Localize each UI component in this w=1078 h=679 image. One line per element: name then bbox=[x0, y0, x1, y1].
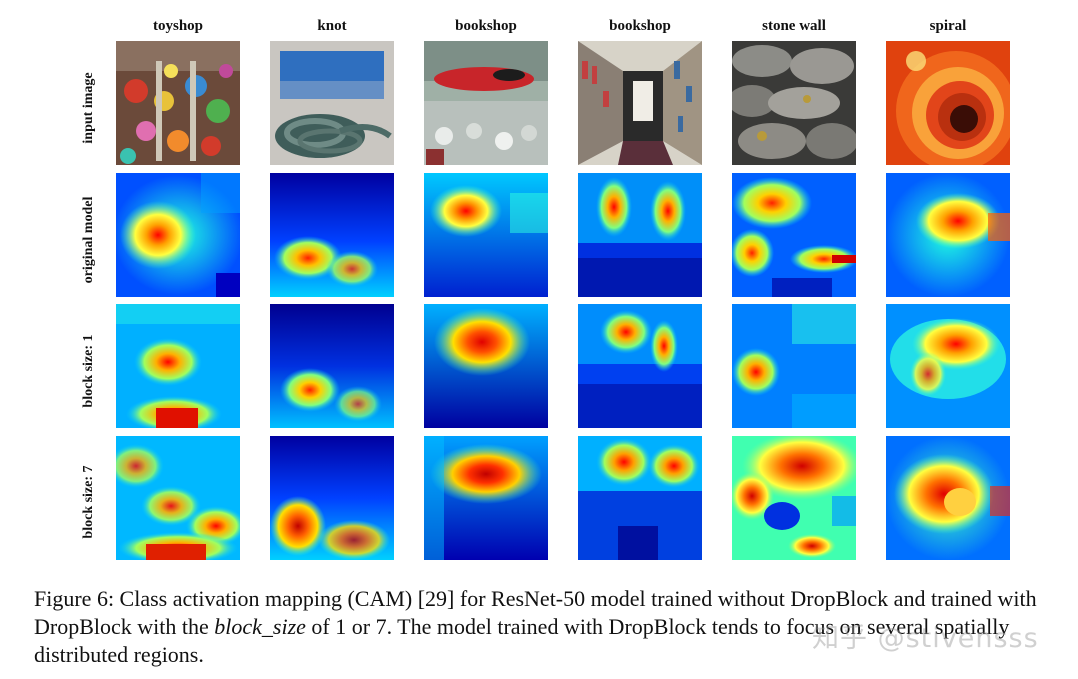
cam-block-size-7-bookshop-1 bbox=[424, 436, 548, 560]
input-image-bookshop-1 bbox=[424, 41, 548, 165]
input-image-spiral bbox=[886, 41, 1010, 165]
row-label-block-size-1: block size: 1 bbox=[81, 334, 96, 408]
input-image-knot bbox=[270, 41, 394, 165]
row-label-original-model: original model bbox=[81, 196, 96, 284]
input-image-toyshop bbox=[116, 41, 240, 165]
cam-block-size-7-toyshop bbox=[116, 436, 240, 560]
cam-original-model-bookshop-2 bbox=[578, 173, 702, 297]
row-label-input-image: input image bbox=[81, 72, 96, 144]
input-image-bookshop-2 bbox=[578, 41, 702, 165]
row-label-block-size-7: block size: 7 bbox=[81, 465, 96, 539]
column-title-bookshop-1: bookshop bbox=[455, 18, 517, 34]
cam-block-size-1-spiral bbox=[886, 304, 1010, 428]
cam-original-model-spiral bbox=[886, 173, 1010, 297]
cam-original-model-toyshop bbox=[116, 173, 240, 297]
column-title-toyshop: toyshop bbox=[152, 18, 204, 34]
cam-block-size-7-bookshop-2 bbox=[578, 436, 702, 560]
cam-block-size-1-bookshop-1 bbox=[424, 304, 548, 428]
cam-block-size-1-bookshop-2 bbox=[578, 304, 702, 428]
cam-block-size-1-stone-wall bbox=[732, 304, 856, 428]
column-title-bookshop-2: bookshop bbox=[609, 18, 671, 34]
figure-caption: Figure 6: Class activation mapping (CAM)… bbox=[34, 585, 1064, 669]
watermark: 知乎 @stivensss bbox=[812, 623, 1039, 654]
cam-block-size-7-spiral bbox=[886, 436, 1010, 560]
cam-original-model-knot bbox=[270, 173, 394, 297]
caption-text-part-1: Figure 6: Class activation mapping (CAM)… bbox=[34, 586, 1037, 639]
input-image-stone-wall bbox=[732, 41, 856, 165]
cam-original-model-bookshop-1 bbox=[424, 173, 548, 297]
cam-block-size-7-stone-wall bbox=[732, 436, 856, 560]
cam-block-size-1-toyshop bbox=[116, 304, 240, 428]
column-title-spiral: spiral bbox=[929, 18, 967, 34]
column-title-knot: knot bbox=[317, 18, 347, 34]
caption-text-part-2: of 1 or 7. The model trained with DropBl… bbox=[34, 614, 1010, 667]
cam-block-size-1-knot bbox=[270, 304, 394, 428]
cam-block-size-7-knot bbox=[270, 436, 394, 560]
caption-emphasis-block-size: block_size bbox=[214, 614, 306, 639]
column-title-stone-wall: stone wall bbox=[762, 18, 826, 34]
cam-original-model-stone-wall bbox=[732, 173, 856, 297]
